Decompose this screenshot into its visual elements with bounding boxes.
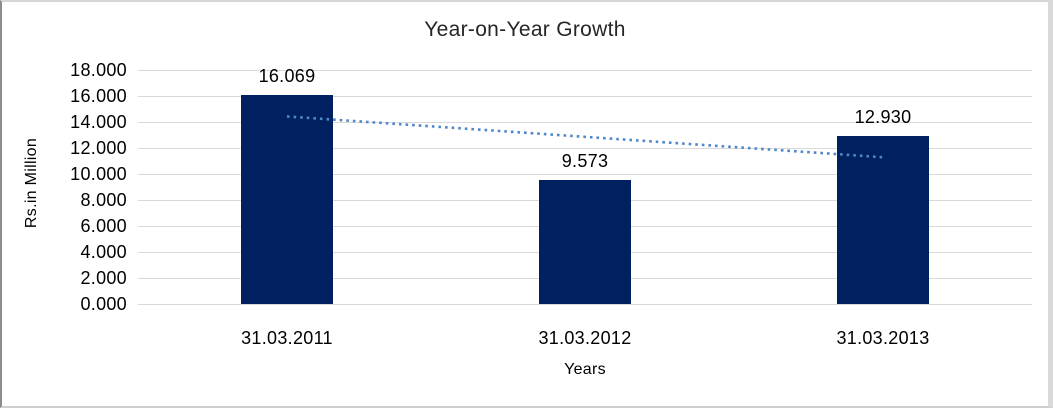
bar-data-label: 16.069 bbox=[258, 66, 316, 87]
gridline bbox=[138, 96, 1032, 97]
bar-data-label: 12.930 bbox=[854, 106, 912, 127]
x-axis-title: Years bbox=[564, 361, 606, 378]
x-axis-tick-label: 31.03.2012 bbox=[538, 328, 632, 348]
bar-31.03.2011 bbox=[241, 95, 333, 304]
y-axis-tick-label: 6.000 bbox=[80, 216, 127, 236]
bar-31.03.2013 bbox=[837, 135, 929, 304]
y-axis-tick-label: 2.000 bbox=[80, 268, 127, 288]
bar-data-label: 9.573 bbox=[561, 150, 609, 171]
y-axis-tick-label: 12.000 bbox=[70, 138, 127, 158]
y-axis-tick-label: 16.000 bbox=[70, 86, 127, 106]
x-axis-tick-label: 31.03.2013 bbox=[836, 328, 930, 348]
y-axis-tick-label: 18.000 bbox=[70, 60, 127, 80]
y-axis-tick-label: 4.000 bbox=[80, 242, 127, 262]
chart-title: Year-on-Year Growth bbox=[424, 18, 626, 41]
x-axis-tick-label: 31.03.2011 bbox=[241, 328, 333, 348]
y-axis-tick-label: 0.000 bbox=[80, 294, 127, 314]
gridline bbox=[138, 174, 1032, 175]
gridline bbox=[138, 304, 1032, 305]
y-axis-title: Rs.in Million bbox=[23, 137, 40, 229]
y-axis-tick-label: 14.000 bbox=[70, 112, 127, 132]
y-axis-tick-label: 8.000 bbox=[80, 190, 127, 210]
bar-31.03.2012 bbox=[539, 179, 631, 304]
gridline bbox=[138, 70, 1032, 71]
y-axis-tick-label: 10.000 bbox=[70, 164, 127, 184]
